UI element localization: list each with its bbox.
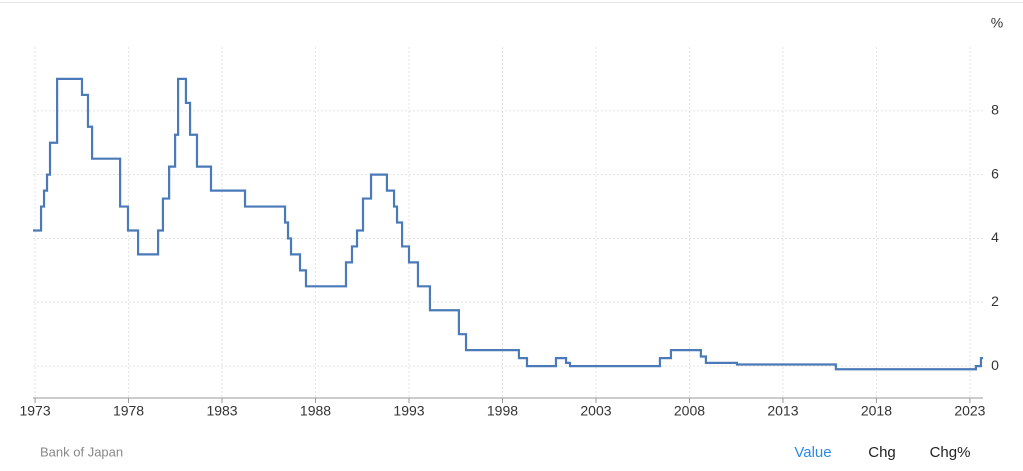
x-tick-label: 1973 xyxy=(19,403,50,419)
y-tick-label: 8 xyxy=(991,102,999,118)
tab[interactable]: Chg% xyxy=(930,444,971,461)
x-tick-label: 1978 xyxy=(113,403,144,419)
y-tick-label: 4 xyxy=(991,229,999,245)
y-tick-label: 6 xyxy=(991,165,999,181)
y-unit: % xyxy=(991,15,1003,31)
x-tick-label: 1998 xyxy=(487,403,518,419)
y-tick-label: 2 xyxy=(991,293,999,309)
x-tick-label: 2003 xyxy=(580,403,611,419)
y-tick-label: 0 xyxy=(991,357,999,373)
tab[interactable]: Value xyxy=(794,444,831,461)
source: Bank of Japan xyxy=(40,444,123,459)
x-tick-label: 1988 xyxy=(300,403,331,419)
tab[interactable]: Chg xyxy=(868,444,896,461)
x-tick-label: 2023 xyxy=(954,403,985,419)
x-tick-label: 1993 xyxy=(393,403,424,419)
x-tick-label: 2008 xyxy=(674,403,705,419)
rate-line xyxy=(33,77,983,371)
x-tick-label: 2018 xyxy=(861,403,892,419)
x-tick-label: 1983 xyxy=(206,403,237,419)
x-tick-label: 2013 xyxy=(767,403,798,419)
